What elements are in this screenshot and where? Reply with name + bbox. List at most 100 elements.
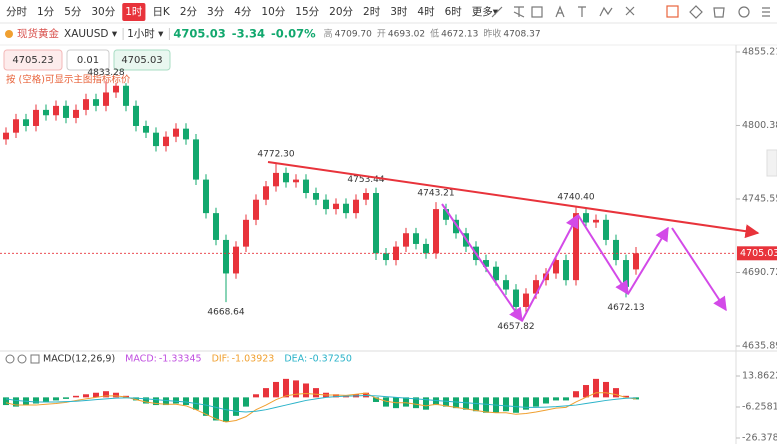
extreme-label: 4772.30 <box>257 150 294 160</box>
macd-bar <box>483 397 489 413</box>
candle-body <box>423 243 429 254</box>
wave-arrow <box>627 226 669 295</box>
macd-bar <box>103 391 109 398</box>
icon-fib <box>555 5 565 18</box>
period: 1小时 ▾ <box>127 28 164 40</box>
candle-body <box>23 119 29 126</box>
candle-body <box>223 239 229 274</box>
macd-line <box>5 395 637 413</box>
timeframe-tab[interactable]: 20分 <box>329 6 353 18</box>
timeframe-tab[interactable]: 3分 <box>207 6 225 18</box>
wave-arrow <box>441 203 523 323</box>
candle-body <box>33 109 39 126</box>
macd-bar <box>503 397 509 412</box>
candle-body <box>363 193 369 200</box>
order-box-value: 0.01 <box>77 55 99 66</box>
macd-bar <box>113 392 119 398</box>
candle-body <box>213 213 219 240</box>
macd-bar <box>233 397 239 416</box>
timeframe-tab[interactable]: 5分 <box>64 6 82 18</box>
candle-body <box>153 132 159 147</box>
order-box[interactable] <box>3 49 63 71</box>
macd-bar <box>213 397 219 421</box>
candle-body <box>343 203 349 214</box>
macd-chart: 13.86220 -6.25816 -26.37852 MACD(12,26,9) MA… <box>3 354 777 444</box>
toolbar: 分时 1分 5分 30分 1时 日K 2分 3分 4分 10分 15分 20分 2时 3时 4时 6时 更多▾ <box>6 3 499 21</box>
macd-bar <box>383 397 389 407</box>
candle-body <box>573 213 579 281</box>
macd-bar <box>143 397 149 404</box>
stat-value: 4693.02 <box>388 30 425 40</box>
macd-bar <box>153 397 159 406</box>
macd-bar <box>593 378 599 398</box>
side-tab[interactable] <box>766 149 777 177</box>
timeframe-tab[interactable]: 日K <box>152 6 170 18</box>
macd-bar <box>573 391 579 398</box>
candle-body <box>173 128 179 137</box>
macd-bar <box>533 397 539 407</box>
candle-body <box>53 105 59 116</box>
timeframe-tab[interactable]: 分时 <box>6 6 27 18</box>
timeframe-tab[interactable]: 4分 <box>234 6 252 18</box>
extreme-label: 4740.40 <box>557 192 594 202</box>
price: 4705.03 <box>173 27 225 41</box>
candle-body <box>563 260 569 281</box>
stat-label: 低 <box>430 28 439 40</box>
y2-tick-label: -6.25816 <box>742 402 777 413</box>
timeframe-tab[interactable]: 6时 <box>445 6 463 18</box>
timeframe-tab[interactable]: 2分 <box>180 6 198 18</box>
candle-body <box>313 193 319 200</box>
candle-body <box>623 260 629 287</box>
candle-body <box>583 213 589 223</box>
stat-value: 4708.37 <box>503 30 540 40</box>
y-tick-label: 4800.38 <box>742 120 777 131</box>
timeframe-tab[interactable]: 15分 <box>295 6 319 18</box>
change: -3.34 <box>232 27 265 41</box>
timeframe-tab[interactable]: 3时 <box>390 6 408 18</box>
macd-bar <box>603 381 609 398</box>
order-boxes: 4705.23 0.01 4705.03 <box>3 49 171 71</box>
order-box[interactable] <box>113 49 171 71</box>
timeframe-tab[interactable]: 1分 <box>37 6 55 18</box>
macd-bar <box>303 383 309 398</box>
timeframe-tab[interactable]: 2时 <box>363 6 381 18</box>
icon-edit[interactable] <box>666 5 679 18</box>
indicator-icon[interactable] <box>30 354 40 364</box>
icon-trash[interactable] <box>713 7 725 18</box>
legend-name: MACD: <box>125 354 157 365</box>
macd-bar <box>3 397 9 406</box>
candle-body <box>503 280 509 290</box>
timeframe-tab[interactable]: 4时 <box>417 6 435 18</box>
candle-body <box>353 199 359 214</box>
candle-body <box>123 85 129 106</box>
legend-value: -1.33345 <box>159 354 202 365</box>
timeframe-tab[interactable]: 10分 <box>261 6 285 18</box>
candle-body <box>333 203 339 210</box>
symbol-code: XAUUSD ▾ <box>64 28 118 40</box>
candle-body <box>533 280 539 294</box>
icon-menu[interactable] <box>762 7 770 17</box>
macd-bar <box>183 397 189 406</box>
wave-arrow <box>521 213 579 322</box>
timeframe-tab[interactable]: 更多▾ <box>472 5 499 18</box>
timeframe-tab[interactable]: 30分 <box>91 6 115 18</box>
indicator-icon[interactable] <box>5 354 15 364</box>
macd-bar <box>543 397 549 404</box>
icon-eraser[interactable] <box>689 5 703 19</box>
candle-body <box>283 172 289 183</box>
indicator-icon[interactable] <box>17 354 27 364</box>
candle-body <box>523 293 529 307</box>
candle-body <box>13 119 19 133</box>
macd-bar <box>83 394 89 398</box>
candle-body <box>413 233 419 244</box>
candle-body <box>203 179 209 214</box>
timeframe-tab[interactable]: 1时 <box>125 6 143 18</box>
icon-eye[interactable] <box>738 6 750 18</box>
candle-body <box>323 199 329 210</box>
order-box[interactable] <box>66 49 110 71</box>
y2-tick-label: -26.37852 <box>742 433 777 444</box>
macd-bar <box>523 397 529 410</box>
candle-body <box>513 289 519 307</box>
